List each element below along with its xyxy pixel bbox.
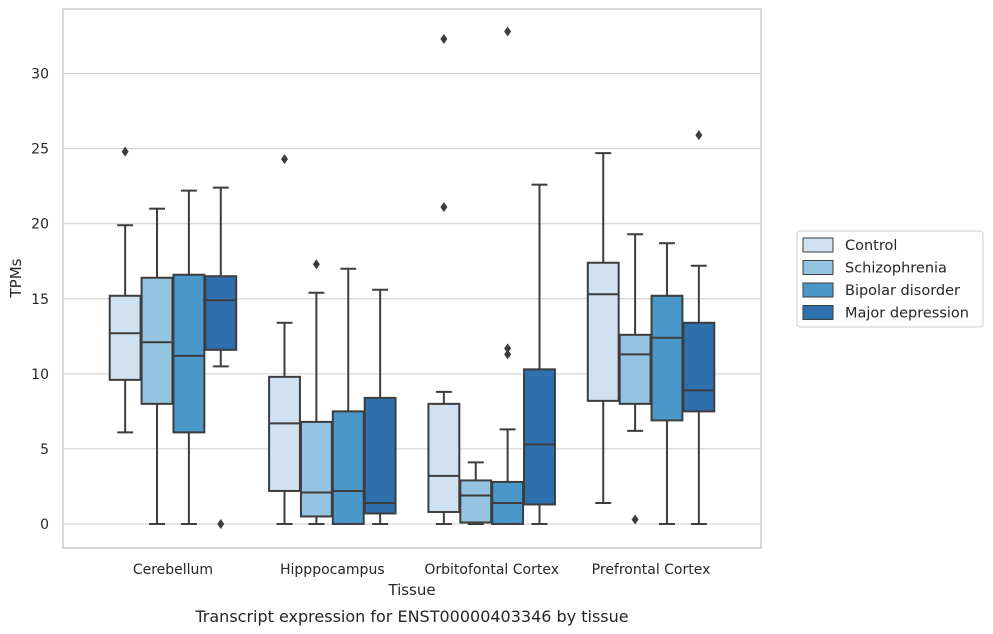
outlier-point (217, 518, 225, 529)
y-tick-label: 15 (31, 292, 49, 308)
legend-label: Control (845, 238, 897, 254)
box (618, 233, 652, 525)
x-tick-label: Hipppocampus (280, 562, 385, 578)
outlier-point (631, 514, 639, 525)
box (459, 461, 493, 525)
legend: Control Schizophrenia Bipolar disorder Majo… (796, 230, 984, 328)
outlier-point (440, 202, 448, 213)
box (204, 186, 238, 529)
outlier-point (121, 146, 129, 157)
outlier-point (504, 343, 512, 354)
outlier-point (440, 34, 448, 45)
box-body (108, 294, 142, 381)
legend-frame (796, 230, 984, 328)
legend-swatch (802, 305, 834, 320)
legend-label: Major depression (845, 306, 969, 322)
box (650, 242, 684, 525)
box-body (427, 402, 461, 513)
box (491, 26, 525, 525)
box (523, 183, 556, 525)
box-body (268, 375, 301, 492)
box (140, 207, 174, 525)
legend-item: Schizophrenia (802, 260, 947, 277)
box-body (204, 275, 238, 351)
legend-swatch (802, 237, 834, 253)
legend-item: Control (802, 237, 897, 254)
y-axis-label: TPMs (7, 258, 25, 298)
box (427, 34, 461, 525)
legend-swatch (802, 260, 834, 275)
series-bipolar-disorder (172, 26, 684, 525)
box-body (363, 396, 397, 515)
x-tick-label: Cerebellum (133, 562, 213, 578)
box (268, 154, 301, 525)
x-tick-label: Orbitofontal Cortex (424, 562, 559, 578)
box-body (140, 276, 174, 405)
outlier-point (504, 349, 512, 360)
chart-caption: Transcript expression for ENST0000040334… (194, 607, 628, 626)
series-control (108, 34, 620, 525)
box-body (650, 294, 684, 422)
legend-item: Major depression (802, 305, 969, 322)
x-tick-label: Prefrontal Cortex (592, 562, 711, 578)
box (172, 189, 206, 525)
y-tick-label: 30 (31, 67, 49, 83)
legend-item: Bipolar disorder (802, 282, 960, 299)
box-series (108, 26, 716, 529)
box (331, 267, 365, 525)
legend-label: Bipolar disorder (845, 283, 960, 299)
legend-swatch (802, 282, 834, 298)
box-body (459, 479, 493, 524)
x-tick-labels: Cerebellum Hipppocampus Orbitofontal Corte… (133, 562, 711, 578)
outlier-point (281, 154, 289, 165)
box-body (682, 321, 716, 413)
box-body (523, 368, 556, 506)
outlier-point (504, 26, 512, 37)
box-body (331, 410, 365, 525)
series-schizophrenia (140, 207, 652, 525)
x-axis-label: Tissue (387, 581, 435, 599)
y-tick-label: 10 (31, 367, 49, 383)
outlier-point (312, 259, 320, 270)
series-major-depression (204, 130, 716, 529)
box-body (586, 261, 620, 402)
y-tick-label: 25 (31, 142, 49, 158)
box-body (299, 420, 333, 518)
box (682, 130, 716, 525)
y-tick-labels: 0 5 10 15 20 25 30 (31, 67, 49, 533)
y-tick-label: 20 (31, 217, 49, 233)
plot-frame (62, 8, 762, 549)
box-body (618, 333, 652, 405)
box (586, 152, 620, 504)
box-body (172, 273, 206, 434)
legend-label: Schizophrenia (845, 261, 947, 277)
box (363, 288, 397, 525)
y-tick-label: 0 (40, 517, 49, 533)
box (299, 259, 333, 525)
outlier-point (695, 130, 703, 141)
y-tick-label: 5 (40, 442, 49, 458)
